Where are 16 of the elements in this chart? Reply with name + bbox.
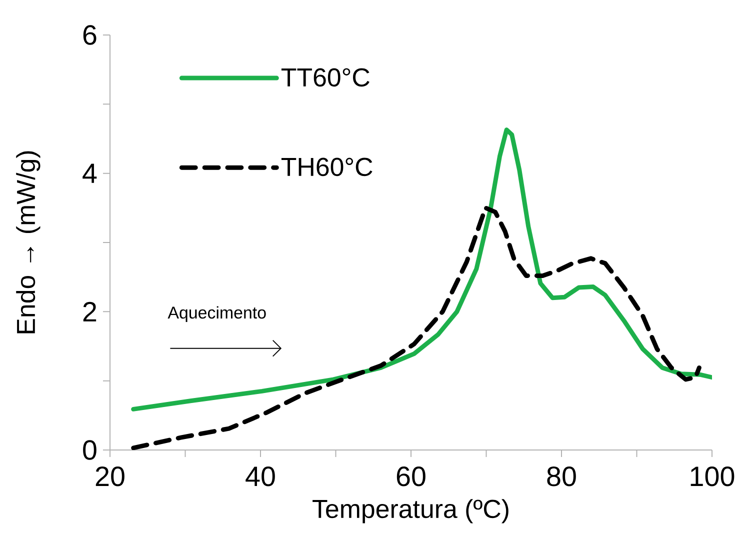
x-tick-label: 80 bbox=[547, 466, 576, 486]
legend-label: TT60°C bbox=[281, 68, 370, 87]
y-tick-label: 4 bbox=[82, 164, 97, 183]
x-tick-label: 40 bbox=[246, 466, 275, 486]
y-tick-label: 2 bbox=[83, 302, 96, 322]
line-series bbox=[131, 128, 712, 412]
y-axis-title: Endo → (mW/g) bbox=[16, 151, 40, 334]
y-tick-label: 6 bbox=[83, 25, 96, 45]
x-tick-label: 20 bbox=[96, 466, 124, 486]
line-series bbox=[131, 206, 702, 450]
y-tick-label: 0 bbox=[83, 440, 96, 460]
annotation: Aquecimento bbox=[168, 306, 266, 322]
x-axis-title: Temperatura (ºC) bbox=[312, 499, 508, 524]
x-tick-label: 60 bbox=[396, 466, 426, 486]
legend-label: TH60°C bbox=[281, 158, 372, 176]
x-tick-label: 100 bbox=[690, 466, 734, 486]
